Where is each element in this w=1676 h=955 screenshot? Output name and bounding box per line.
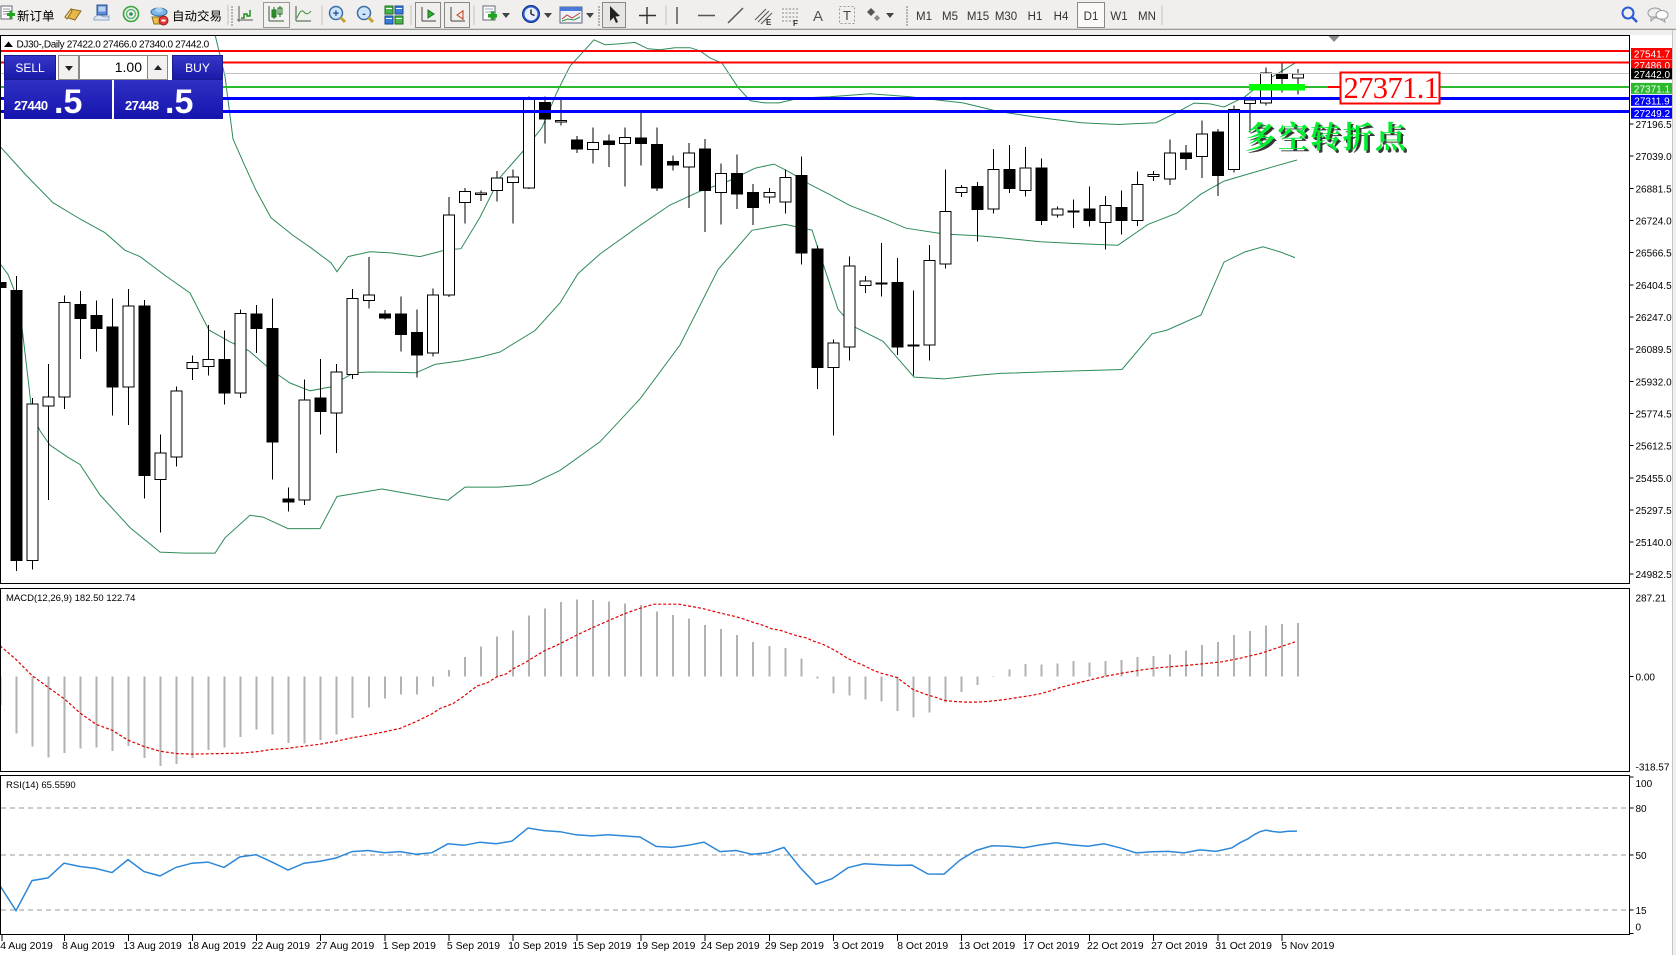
svg-text:27311.9: 27311.9 <box>1634 96 1670 107</box>
svg-text:27371.1: 27371.1 <box>1634 84 1671 95</box>
svg-text:26089.5: 26089.5 <box>1636 345 1673 356</box>
svg-text:80: 80 <box>1636 804 1648 815</box>
svg-text:27541.7: 27541.7 <box>1634 50 1671 61</box>
svg-text:5 Nov 2019: 5 Nov 2019 <box>1281 941 1334 952</box>
svg-text:27 Oct 2019: 27 Oct 2019 <box>1151 941 1208 952</box>
svg-text:27249.2: 27249.2 <box>1634 109 1671 120</box>
svg-text:MN: MN <box>1138 11 1156 23</box>
svg-text:M1: M1 <box>916 11 932 23</box>
svg-text:8 Aug 2019: 8 Aug 2019 <box>62 941 115 952</box>
svg-text:26247.0: 26247.0 <box>1636 313 1673 324</box>
svg-text:4 Aug 2019: 4 Aug 2019 <box>0 941 53 952</box>
svg-text:22 Aug 2019: 22 Aug 2019 <box>252 941 311 952</box>
svg-text:25140.0: 25140.0 <box>1636 538 1673 549</box>
svg-text:17 Oct 2019: 17 Oct 2019 <box>1023 941 1080 952</box>
svg-text:0.00: 0.00 <box>1636 672 1656 683</box>
svg-text:RSI(14) 65.5590: RSI(14) 65.5590 <box>6 780 76 791</box>
svg-text:25455.0: 25455.0 <box>1636 474 1673 485</box>
svg-text:15: 15 <box>1636 906 1648 917</box>
svg-text:27196.5: 27196.5 <box>1636 120 1673 131</box>
svg-text:F: F <box>793 19 798 28</box>
svg-text:25297.5: 25297.5 <box>1636 506 1673 517</box>
svg-text:M15: M15 <box>967 11 989 23</box>
svg-text:27486.0: 27486.0 <box>1634 61 1671 72</box>
svg-text:H1: H1 <box>1028 11 1043 23</box>
svg-text:M5: M5 <box>942 11 958 23</box>
svg-text:DJ30-,Daily 27422.0 27466.0 2: DJ30-,Daily 27422.0 27466.0 27340.0 2744… <box>17 40 210 51</box>
svg-text:26724.0: 26724.0 <box>1636 217 1673 228</box>
svg-text:1 Sep 2019: 1 Sep 2019 <box>383 941 436 952</box>
svg-text:27 Aug 2019: 27 Aug 2019 <box>316 941 375 952</box>
svg-text:25932.0: 25932.0 <box>1636 377 1673 388</box>
svg-text:26566.5: 26566.5 <box>1636 249 1673 260</box>
svg-text:+: + <box>333 8 339 20</box>
svg-text:24982.5: 24982.5 <box>1636 570 1673 581</box>
svg-text:3 Oct 2019: 3 Oct 2019 <box>833 941 884 952</box>
svg-text:E: E <box>766 18 772 27</box>
svg-text:0: 0 <box>1636 923 1642 934</box>
svg-text:A: A <box>813 8 823 25</box>
svg-text:M30: M30 <box>995 11 1017 23</box>
svg-text:287.21: 287.21 <box>1636 594 1667 605</box>
svg-text:5 Sep 2019: 5 Sep 2019 <box>447 941 500 952</box>
svg-text:50: 50 <box>1636 851 1648 862</box>
svg-text:22 Oct 2019: 22 Oct 2019 <box>1087 941 1144 952</box>
svg-text:25774.5: 25774.5 <box>1636 409 1673 420</box>
svg-text:H4: H4 <box>1054 11 1069 23</box>
svg-text:29 Sep 2019: 29 Sep 2019 <box>765 941 824 952</box>
svg-text:25612.5: 25612.5 <box>1636 442 1673 453</box>
svg-text:31 Oct 2019: 31 Oct 2019 <box>1215 941 1272 952</box>
svg-text:27371.1: 27371.1 <box>1344 71 1439 105</box>
svg-text:-: - <box>362 8 366 20</box>
svg-text:26881.5: 26881.5 <box>1636 184 1673 195</box>
svg-text:MACD(12,26,9) 182.50 122.74: MACD(12,26,9) 182.50 122.74 <box>6 593 135 604</box>
svg-text:D1: D1 <box>1084 11 1099 23</box>
svg-text:26404.5: 26404.5 <box>1636 281 1673 292</box>
svg-text:100: 100 <box>1636 779 1653 790</box>
svg-text:W1: W1 <box>1110 11 1127 23</box>
svg-text:27442.0: 27442.0 <box>1634 70 1671 81</box>
svg-text:19 Sep 2019: 19 Sep 2019 <box>637 941 696 952</box>
svg-text:-318.57: -318.57 <box>1636 763 1670 774</box>
svg-text:T: T <box>843 8 851 23</box>
svg-text:8 Oct 2019: 8 Oct 2019 <box>897 941 948 952</box>
svg-text:13 Aug 2019: 13 Aug 2019 <box>123 941 182 952</box>
svg-text:24 Sep 2019: 24 Sep 2019 <box>701 941 760 952</box>
svg-text:27039.0: 27039.0 <box>1636 152 1673 163</box>
svg-text:15 Sep 2019: 15 Sep 2019 <box>572 941 631 952</box>
svg-text:13 Oct 2019: 13 Oct 2019 <box>959 941 1016 952</box>
svg-text:10 Sep 2019: 10 Sep 2019 <box>508 941 567 952</box>
svg-text:18 Aug 2019: 18 Aug 2019 <box>188 941 247 952</box>
